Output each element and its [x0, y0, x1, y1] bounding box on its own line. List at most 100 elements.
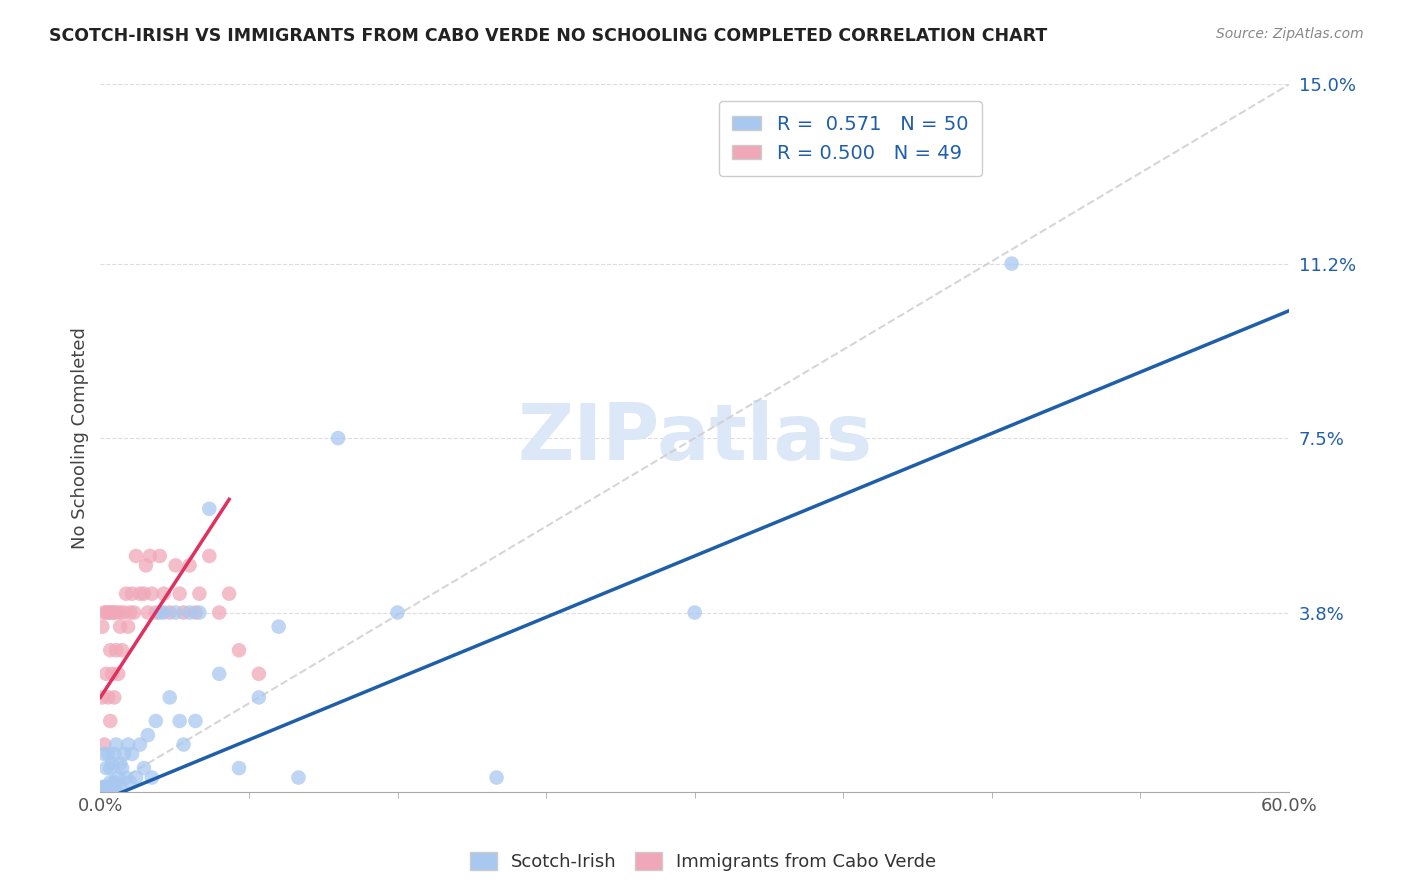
Point: [149, 606, 172, 620]
Point: [112, 747, 135, 761]
Point: [97, 747, 120, 761]
Point: [129, 738, 152, 752]
Point: [218, 587, 240, 601]
Point: [101, 780, 124, 794]
Point: [115, 771, 138, 785]
Point: [159, 606, 181, 620]
Point: [136, 728, 159, 742]
Point: [208, 666, 231, 681]
Point: [93, 606, 115, 620]
Legend: Scotch-Irish, Immigrants from Cabo Verde: Scotch-Irish, Immigrants from Cabo Verde: [463, 845, 943, 879]
Point: [122, 606, 145, 620]
Point: [97, 690, 120, 705]
Point: [107, 666, 129, 681]
Point: [184, 606, 207, 620]
Point: [93, 738, 115, 752]
Point: [103, 775, 125, 789]
Y-axis label: No Schooling Completed: No Schooling Completed: [72, 327, 89, 549]
Point: [97, 780, 120, 794]
Point: [111, 761, 134, 775]
Point: [287, 771, 309, 785]
Point: [165, 558, 187, 573]
Point: [115, 587, 138, 601]
Point: [101, 756, 124, 771]
Point: [139, 549, 162, 563]
Point: [683, 606, 706, 620]
Point: [152, 606, 174, 620]
Point: [152, 587, 174, 601]
Point: [120, 775, 142, 789]
Point: [107, 771, 129, 785]
Point: [136, 606, 159, 620]
Point: [111, 643, 134, 657]
Point: [96, 761, 118, 775]
Point: [169, 587, 191, 601]
Point: [120, 606, 142, 620]
Point: [105, 643, 128, 657]
Point: [91, 690, 114, 705]
Text: Source: ZipAtlas.com: Source: ZipAtlas.com: [1216, 27, 1364, 41]
Point: [169, 714, 191, 728]
Point: [145, 606, 167, 620]
Point: [112, 606, 135, 620]
Point: [98, 714, 121, 728]
Point: [247, 666, 270, 681]
Point: [141, 771, 163, 785]
Point: [228, 643, 250, 657]
Point: [117, 738, 139, 752]
Point: [108, 620, 131, 634]
Point: [208, 606, 231, 620]
Point: [91, 780, 114, 794]
Point: [96, 606, 118, 620]
Point: [105, 738, 128, 752]
Point: [98, 606, 121, 620]
Point: [98, 643, 121, 657]
Point: [103, 606, 125, 620]
Point: [149, 549, 172, 563]
Point: [179, 606, 201, 620]
Point: [228, 761, 250, 775]
Point: [121, 747, 143, 761]
Point: [132, 587, 155, 601]
Point: [96, 666, 118, 681]
Point: [1001, 257, 1024, 271]
Point: [103, 747, 125, 761]
Point: [96, 780, 118, 794]
Point: [247, 690, 270, 705]
Point: [105, 780, 128, 794]
Point: [98, 761, 121, 775]
Point: [93, 747, 115, 761]
Point: [117, 620, 139, 634]
Point: [125, 771, 148, 785]
Point: [188, 587, 211, 601]
Point: [108, 606, 131, 620]
Point: [485, 771, 508, 785]
Point: [101, 606, 124, 620]
Point: [103, 690, 125, 705]
Legend: R =  0.571   N = 50, R = 0.500   N = 49: R = 0.571 N = 50, R = 0.500 N = 49: [718, 101, 983, 177]
Point: [108, 756, 131, 771]
Point: [165, 606, 187, 620]
Point: [387, 606, 409, 620]
Point: [93, 780, 115, 794]
Point: [129, 587, 152, 601]
Point: [188, 606, 211, 620]
Point: [145, 714, 167, 728]
Point: [326, 431, 349, 445]
Point: [141, 587, 163, 601]
Point: [125, 549, 148, 563]
Point: [198, 549, 221, 563]
Point: [108, 780, 131, 794]
Point: [91, 620, 114, 634]
Point: [267, 620, 290, 634]
Point: [105, 606, 128, 620]
Point: [97, 606, 120, 620]
Point: [98, 775, 121, 789]
Text: SCOTCH-IRISH VS IMMIGRANTS FROM CABO VERDE NO SCHOOLING COMPLETED CORRELATION CH: SCOTCH-IRISH VS IMMIGRANTS FROM CABO VER…: [49, 27, 1047, 45]
Point: [198, 501, 221, 516]
Point: [132, 761, 155, 775]
Point: [101, 666, 124, 681]
Text: ZIPatlas: ZIPatlas: [517, 401, 872, 476]
Point: [173, 738, 195, 752]
Point: [184, 714, 207, 728]
